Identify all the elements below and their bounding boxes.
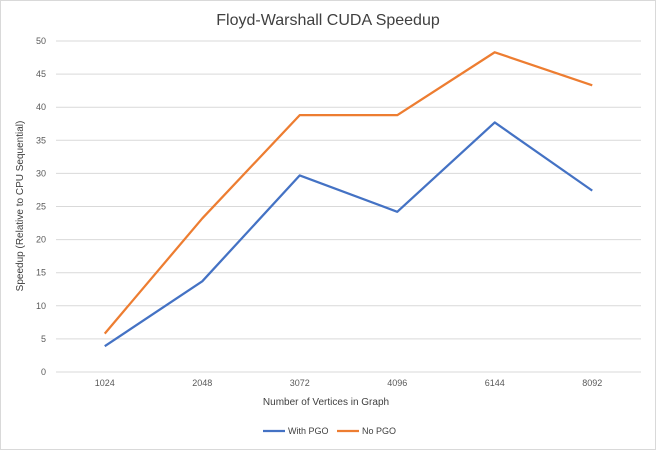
legend: With PGO No PGO	[263, 426, 396, 436]
x-tick-label: 3072	[290, 378, 310, 388]
x-tick-label: 1024	[95, 378, 115, 388]
chart-title: Floyd-Warshall CUDA Speedup	[216, 12, 440, 29]
legend-label: With PGO	[288, 426, 329, 436]
y-tick-label: 25	[36, 202, 46, 212]
x-tick-label: 4096	[387, 378, 407, 388]
x-axis-ticks: 1024 2048 3072 4096 6144 8092	[95, 378, 603, 388]
y-tick-label: 45	[36, 69, 46, 79]
series-line-0	[105, 122, 593, 346]
y-tick-label: 0	[41, 367, 46, 377]
y-tick-label: 40	[36, 102, 46, 112]
x-axis-title: Number of Vertices in Graph	[263, 397, 389, 408]
legend-label: No PGO	[362, 426, 396, 436]
y-tick-label: 30	[36, 168, 46, 178]
y-tick-label: 15	[36, 268, 46, 278]
series-lines	[105, 52, 593, 346]
y-tick-label: 10	[36, 301, 46, 311]
x-tick-label: 8092	[582, 378, 602, 388]
x-tick-label: 2048	[192, 378, 212, 388]
y-tick-label: 50	[36, 36, 46, 46]
y-tick-label: 20	[36, 235, 46, 245]
x-tick-label: 6144	[485, 378, 505, 388]
y-axis-ticks: 0 5 10 15 20 25 30 35 40 45 50	[36, 36, 46, 377]
y-tick-label: 35	[36, 135, 46, 145]
gridlines	[56, 41, 641, 372]
y-axis-title: Speedup (Relative to CPU Sequential)	[15, 121, 26, 292]
y-tick-label: 5	[41, 334, 46, 344]
